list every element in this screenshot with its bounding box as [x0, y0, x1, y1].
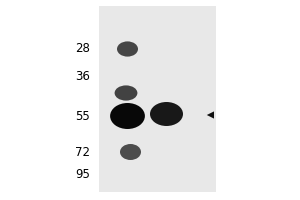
Text: 28: 28 [75, 42, 90, 54]
Text: 95: 95 [75, 168, 90, 180]
Text: 55: 55 [75, 110, 90, 122]
Ellipse shape [115, 85, 137, 101]
Bar [99, 6, 216, 192]
Ellipse shape [150, 102, 183, 126]
Ellipse shape [120, 144, 141, 160]
Ellipse shape [110, 103, 145, 129]
Text: 72: 72 [75, 146, 90, 158]
Text: 36: 36 [75, 70, 90, 82]
Ellipse shape [117, 41, 138, 57]
